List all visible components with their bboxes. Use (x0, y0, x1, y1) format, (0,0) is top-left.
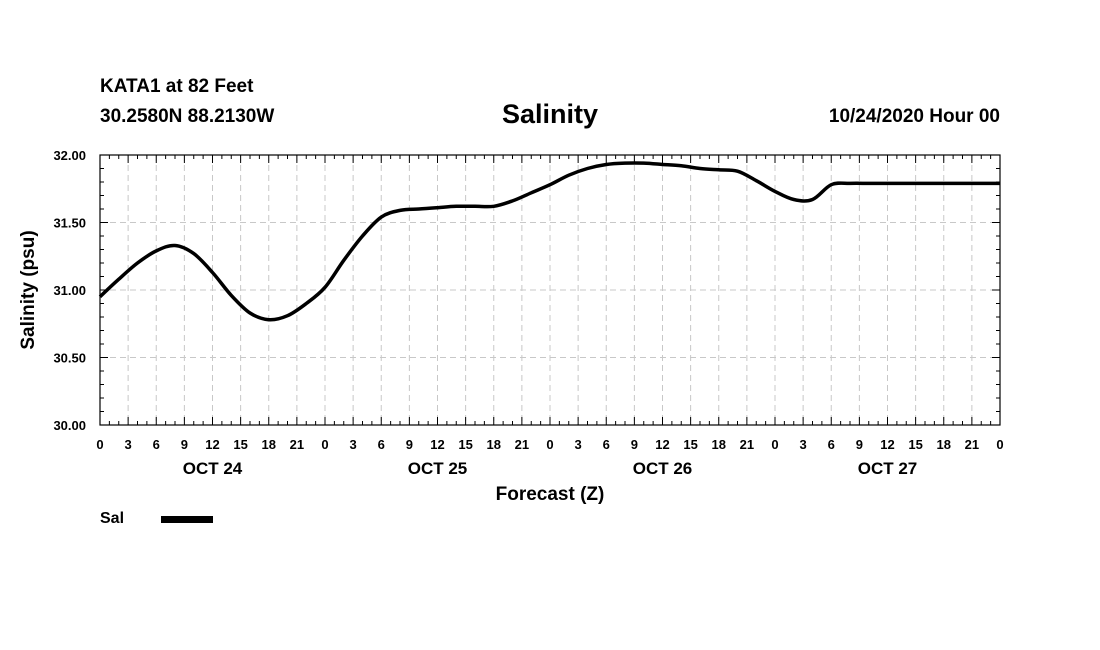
x-tick-label: 9 (406, 437, 413, 452)
x-tick-label: 21 (515, 437, 529, 452)
x-tick-label: 3 (575, 437, 582, 452)
x-tick-label: 18 (487, 437, 501, 452)
legend-label: Sal (100, 510, 125, 527)
x-tick-label: 6 (153, 437, 160, 452)
x-axis-title: Forecast (Z) (496, 484, 605, 505)
station-label: KATA1 at 82 Feet (100, 76, 254, 97)
x-tick-label: 0 (321, 437, 328, 452)
x-tick-label: 9 (856, 437, 863, 452)
chart-title: Salinity (501, 99, 599, 129)
series-line-sal (98, 161, 1000, 322)
x-tick-label: 18 (262, 437, 276, 452)
x-tick-label: 3 (350, 437, 357, 452)
x-tick-label: 6 (378, 437, 385, 452)
plot-frame (99, 154, 1001, 426)
x-tick-label: 12 (655, 437, 669, 452)
x-tick-label: 15 (458, 437, 472, 452)
x-tick-label: 12 (430, 437, 444, 452)
x-tick-label: 3 (800, 437, 807, 452)
y-tick-label: 32.00 (53, 148, 86, 163)
x-tick-label: 0 (96, 437, 103, 452)
x-tick-label: 9 (631, 437, 638, 452)
y-tick-label: 30.50 (53, 351, 86, 366)
legend-swatch (161, 516, 213, 523)
x-tick-label: 6 (603, 437, 610, 452)
x-tick-label: 15 (683, 437, 697, 452)
x-tick-label: 21 (965, 437, 979, 452)
x-tick-label: 0 (996, 437, 1003, 452)
x-tick-label: 0 (546, 437, 553, 452)
x-tick-label: 12 (880, 437, 894, 452)
day-label: OCT 24 (183, 459, 243, 478)
x-tick-label: 6 (828, 437, 835, 452)
y-axis-title: Salinity (psu) (18, 230, 39, 349)
x-tick-label: 15 (908, 437, 922, 452)
x-tick-label: 15 (233, 437, 247, 452)
x-tick-label: 21 (740, 437, 754, 452)
day-label: OCT 25 (408, 459, 468, 478)
y-tick-label: 31.00 (53, 283, 86, 298)
x-tick-label: 0 (771, 437, 778, 452)
x-tick-label: 18 (937, 437, 951, 452)
x-tick-label: 18 (712, 437, 726, 452)
y-tick-label: 30.00 (53, 418, 86, 433)
day-label: OCT 26 (633, 459, 693, 478)
x-tick-label: 3 (125, 437, 132, 452)
x-tick-label: 21 (290, 437, 304, 452)
day-label: OCT 27 (858, 459, 918, 478)
y-tick-label: 31.50 (53, 216, 86, 231)
station-coordinates: 30.2580N 88.2130W (100, 106, 275, 127)
x-tick-label: 12 (205, 437, 219, 452)
forecast-timestamp: 10/24/2020 Hour 00 (828, 106, 1000, 127)
x-tick-label: 9 (181, 437, 188, 452)
